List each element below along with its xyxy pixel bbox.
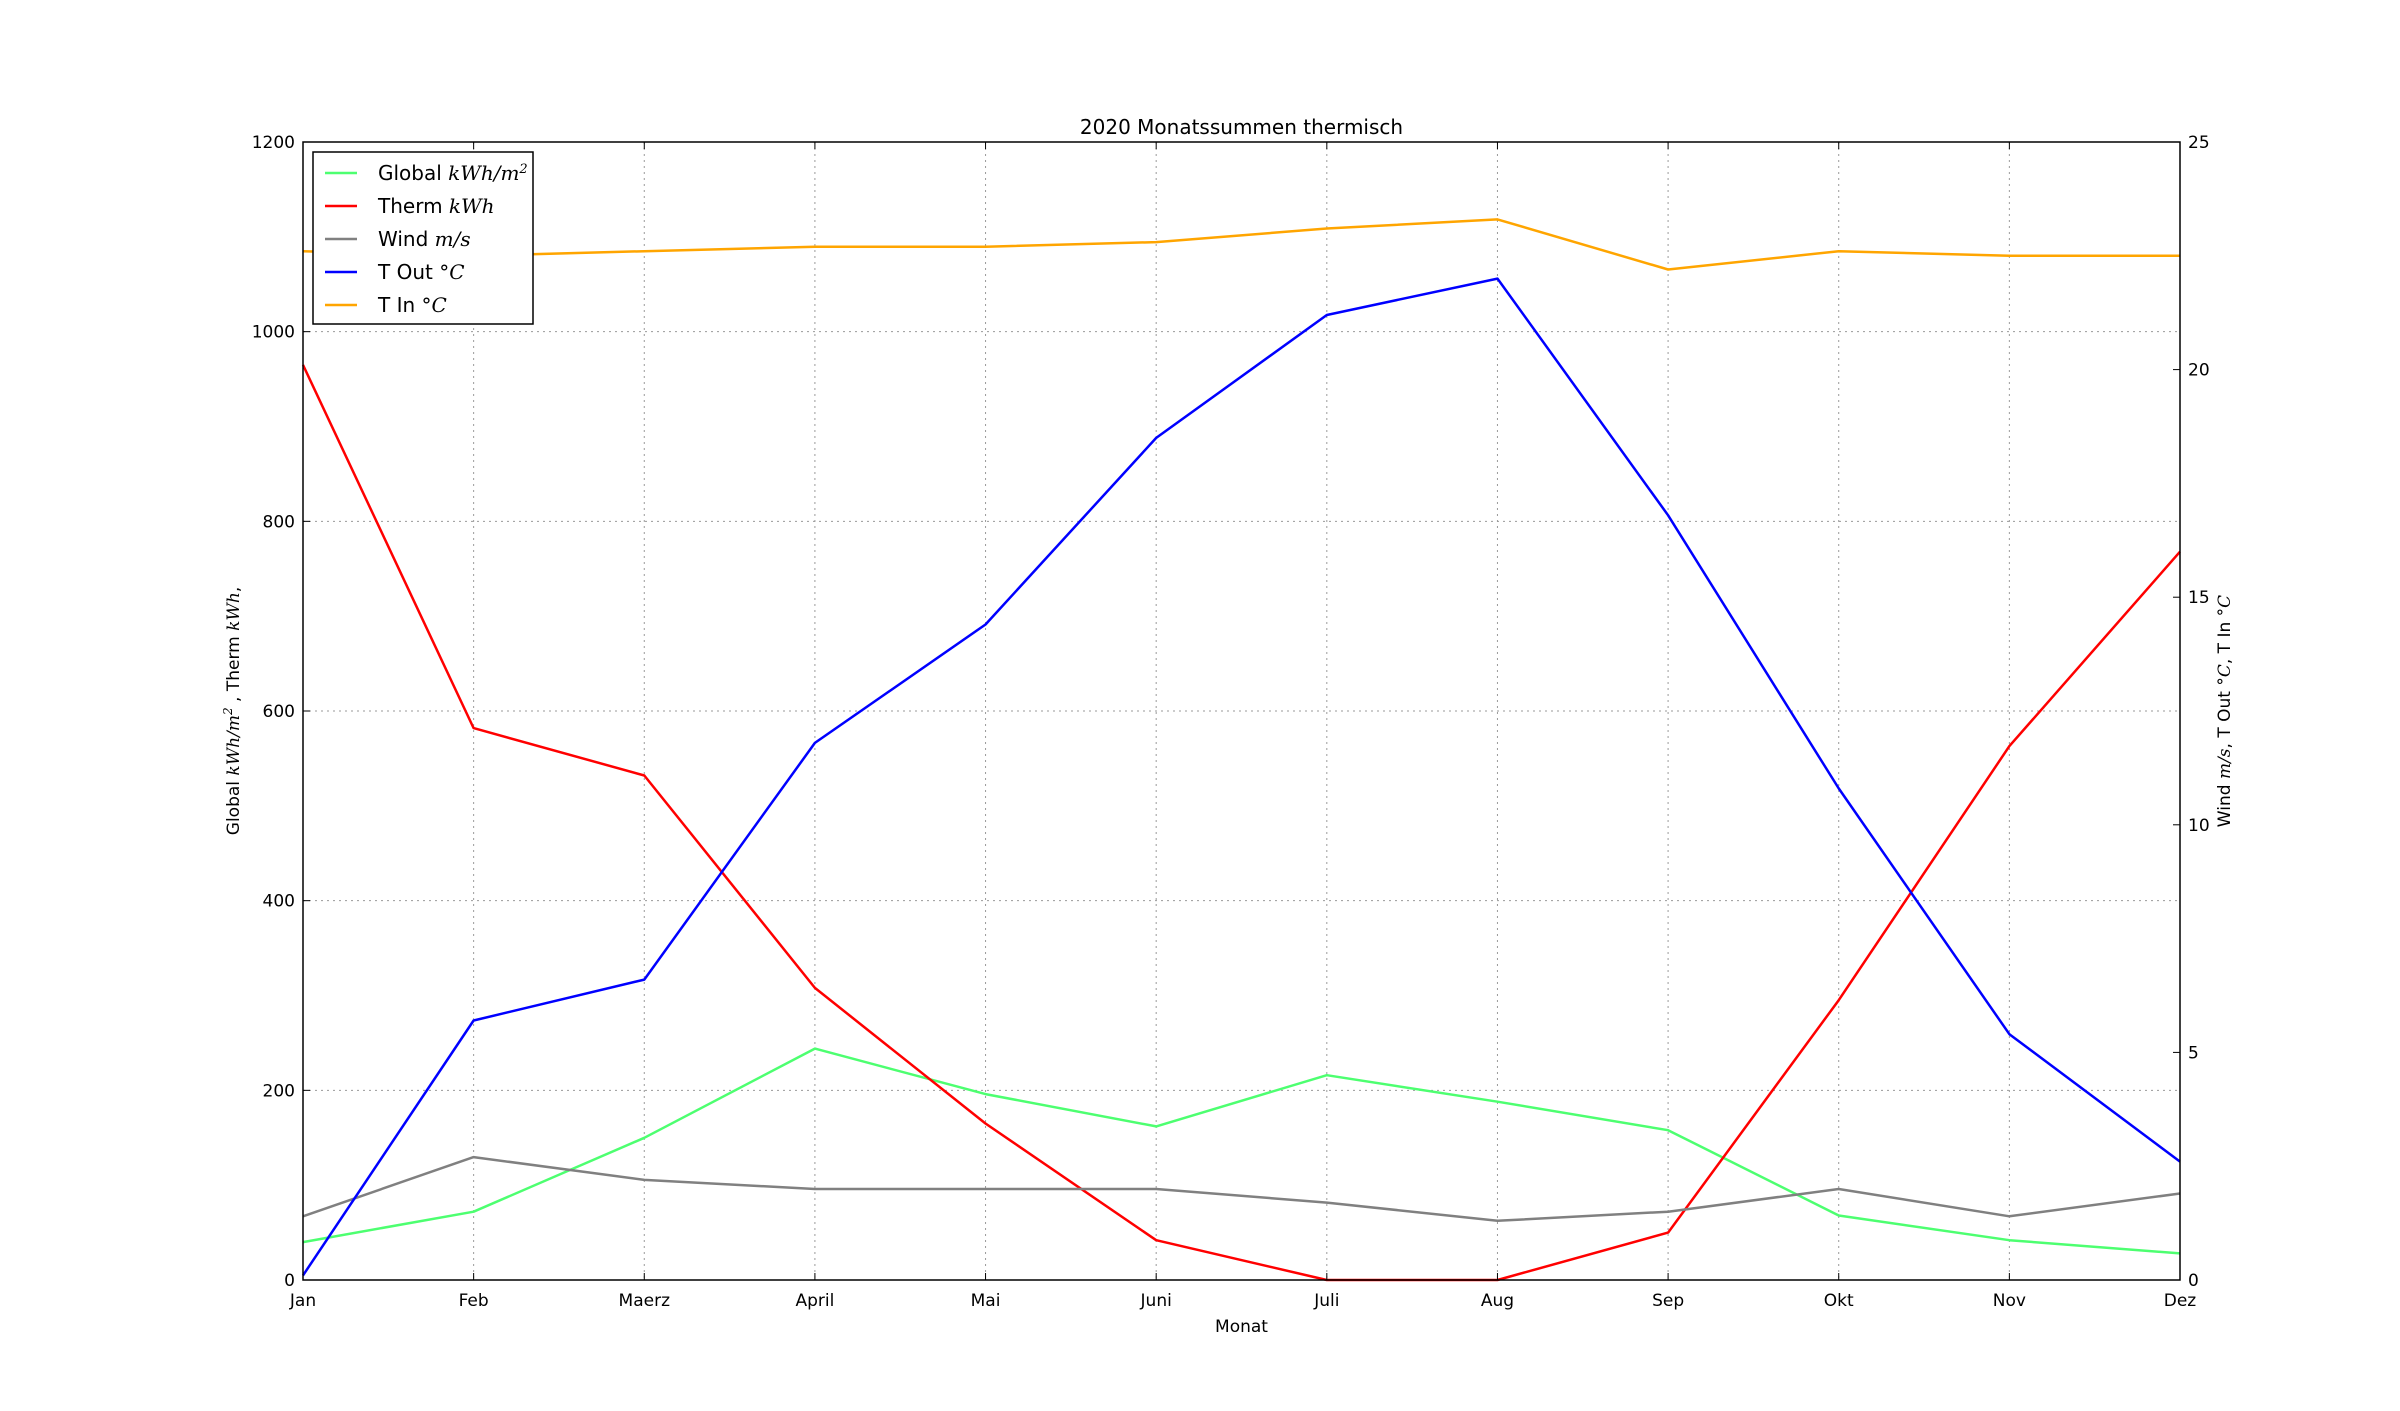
y-left-tick-label: 600	[263, 702, 295, 722]
y-left-tick-label: 0	[284, 1271, 295, 1291]
y-right-tick-label: 15	[2188, 588, 2210, 608]
legend: Global kWh/m2 Therm kWh Wind m/s T Out °C T …	[312, 151, 534, 325]
series-line-t-in	[302, 218, 2180, 271]
x-tick-label: Mai	[971, 1291, 1001, 1311]
series-line-therm	[301, 364, 2181, 1282]
x-tick-label: Juli	[1313, 1291, 1339, 1311]
x-tick-label: Feb	[459, 1291, 489, 1311]
x-tick-label: Jan	[289, 1291, 316, 1311]
y-left-tick-label: 800	[263, 512, 295, 532]
y-right-tick-label: 5	[2188, 1043, 2199, 1063]
axis-ticks: Jan Feb Maerz April Mai Juni Juli Aug Sep Okt Nov D…	[252, 133, 2210, 1311]
legend-item-wind: Wind m/s	[325, 227, 471, 251]
y-left-tick-label: 1200	[252, 133, 295, 153]
grid	[303, 142, 2180, 1280]
x-tick-label: Sep	[1652, 1291, 1684, 1311]
y-left-tick-label: 200	[263, 1081, 295, 1101]
plot-frame	[302, 141, 2181, 1281]
x-tick-label: Nov	[1993, 1291, 2026, 1311]
legend-item-t-out: T Out °C	[325, 260, 465, 284]
x-tick-label: Okt	[1824, 1291, 1854, 1311]
series-lines	[301, 218, 2181, 1282]
y-axis-right-label: Wind m/s, T Out °C, T In °C	[2215, 595, 2235, 827]
legend-label: Wind m/s	[378, 227, 471, 251]
x-tick-label: Dez	[2164, 1291, 2197, 1311]
x-tick-label: Aug	[1481, 1291, 1514, 1311]
series-line-global	[302, 1047, 2181, 1255]
legend-item-t-in: T In °C	[325, 293, 447, 317]
chart-title: 2020 Monatssummen thermisch	[1080, 115, 1403, 139]
y-axis-left-label: Global kWh/m2 , Therm kWh,	[221, 587, 244, 835]
legend-item-therm: Therm kWh	[325, 194, 494, 218]
series-line-wind	[302, 1155, 2181, 1223]
legend-label: T Out °C	[377, 260, 465, 284]
x-tick-label: April	[795, 1291, 834, 1311]
legend-item-global: Global kWh/m2	[325, 161, 528, 185]
y-right-tick-label: 10	[2188, 816, 2210, 836]
legend-label: Therm kWh	[377, 194, 494, 218]
x-axis-label: Monat	[1215, 1317, 1268, 1337]
legend-label: T In °C	[377, 293, 447, 317]
y-right-tick-label: 20	[2188, 361, 2210, 381]
series-line-t-out	[301, 277, 2181, 1277]
x-tick-label: Maerz	[619, 1291, 671, 1311]
x-tick-label: Juni	[1140, 1291, 1172, 1311]
y-left-tick-label: 400	[263, 892, 295, 912]
y-right-tick-label: 0	[2188, 1271, 2199, 1291]
y-right-tick-label: 25	[2188, 133, 2210, 153]
y-left-tick-label: 1000	[252, 323, 295, 343]
legend-label: Global kWh/m2	[378, 161, 528, 185]
